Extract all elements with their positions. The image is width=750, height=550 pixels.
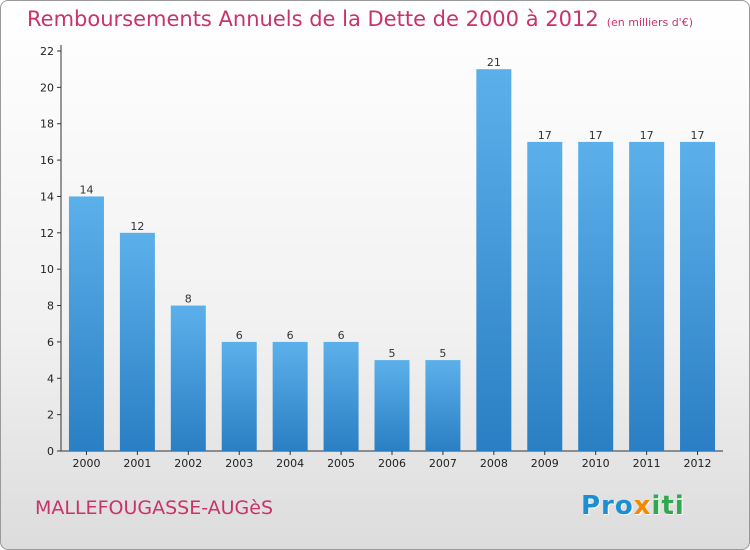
logo-part-1: Pro [581,491,634,521]
logo-part-3: iti [651,491,685,521]
y-tick-label: 18 [40,118,54,131]
proxiti-logo: Proxiti [581,491,685,521]
bar [680,141,716,451]
bar [374,360,410,451]
x-tick-label: 2004 [276,457,304,470]
bar [578,141,614,451]
x-tick-label: 2003 [225,457,253,470]
data-label: 5 [439,347,446,360]
x-tick-label: 2009 [531,457,559,470]
y-tick-label: 2 [47,409,54,422]
x-tick-label: 2008 [480,457,508,470]
y-tick-label: 20 [40,81,54,94]
x-tick-label: 2000 [72,457,100,470]
bar [323,341,359,451]
y-tick-label: 14 [40,190,54,203]
y-tick-label: 8 [47,300,54,313]
bar [119,232,155,451]
bar [68,196,104,451]
data-label: 5 [389,347,396,360]
data-label: 14 [79,183,93,196]
chart-title: Remboursements Annuels de la Dette de 20… [27,7,693,31]
x-tick-label: 2001 [123,457,151,470]
data-label: 17 [691,129,705,142]
data-label: 21 [487,56,501,69]
y-tick-label: 22 [40,45,54,58]
data-label: 6 [236,329,243,342]
y-tick-label: 0 [47,445,54,458]
data-label: 6 [338,329,345,342]
title-text: Remboursements Annuels de la Dette de 20… [27,7,599,31]
data-label: 17 [589,129,603,142]
data-label: 8 [185,293,192,306]
x-tick-label: 2005 [327,457,355,470]
y-tick-label: 10 [40,263,54,276]
logo-part-2: x [633,491,652,521]
bar [221,341,257,451]
y-tick-label: 16 [40,154,54,167]
y-tick-label: 4 [47,372,54,385]
x-tick-label: 2011 [633,457,661,470]
commune-name: MALLEFOUGASSE-AUGèS [35,497,274,519]
x-tick-label: 2002 [174,457,202,470]
bar [629,141,665,451]
x-tick-label: 2006 [378,457,406,470]
x-tick-label: 2010 [582,457,610,470]
x-tick-label: 2007 [429,457,457,470]
bars [68,69,716,451]
bar [272,341,308,451]
labels: 2000 14 2001 12 2002 8 2003 6 2004 6 2005 6 2006 5 200… [72,56,711,470]
x-tick-label: 2012 [684,457,712,470]
data-label: 12 [130,220,144,233]
bar [425,360,461,451]
bar [170,305,206,451]
y-tick-label: 6 [47,336,54,349]
data-label: 6 [287,329,294,342]
bar [476,69,512,451]
y-tick-label: 12 [40,227,54,240]
bar [527,141,563,451]
chart-subtitle: (en milliers d'€) [606,16,693,29]
data-label: 17 [640,129,654,142]
data-label: 17 [538,129,552,142]
